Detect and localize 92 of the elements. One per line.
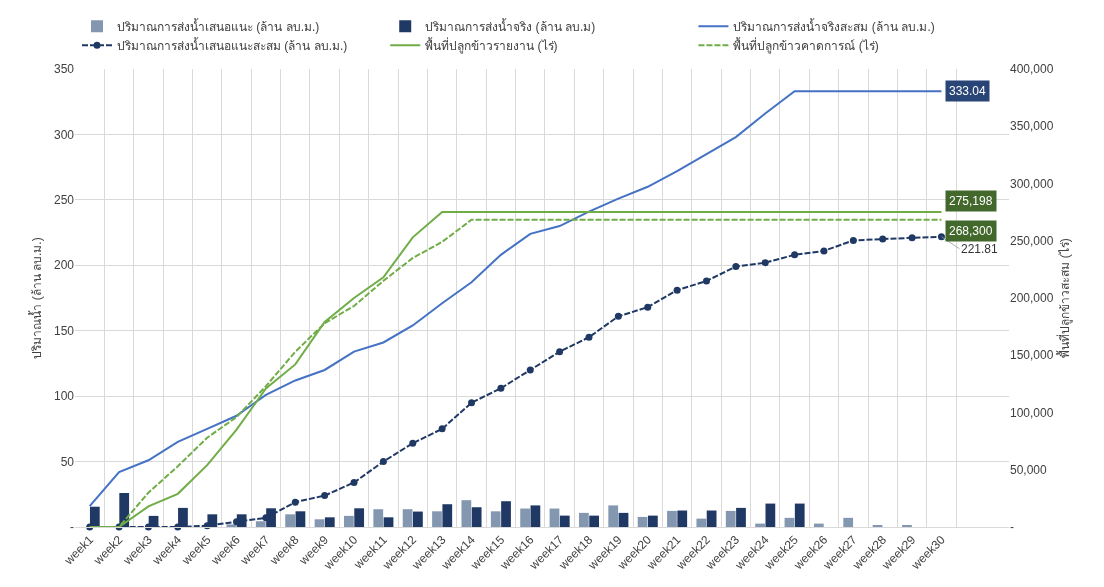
point [556, 348, 564, 356]
bar [255, 521, 266, 527]
point [291, 498, 299, 506]
point [908, 234, 916, 242]
point [849, 236, 857, 244]
point [879, 235, 887, 243]
y2-tick-label: 400,000 [1010, 62, 1054, 77]
data-label: 221.81 [961, 242, 999, 256]
bar [520, 508, 530, 527]
bar [344, 515, 354, 527]
bar [608, 505, 619, 527]
bar [794, 503, 805, 527]
legend-label: พื้นที่ปลูกข้าวคาดการณ์ (ไร่) [733, 37, 879, 55]
point [673, 286, 681, 294]
point [791, 251, 799, 259]
y2-axis-title: พื้นที่ปลูกข้าวสะสม (ไร่) [1055, 238, 1073, 358]
y-tick-label: 350 [53, 62, 75, 77]
legend-label: ปริมาณการส่งน้ำเสนอแนะ (ล้าน ลบ.ม.) [117, 18, 320, 35]
bar [549, 508, 560, 527]
point [644, 303, 652, 311]
y2-tick-label: 350,000 [1010, 119, 1054, 134]
bar [559, 515, 570, 527]
y2-tick-label: 200,000 [1010, 291, 1054, 306]
bar [295, 511, 306, 527]
bar [402, 509, 413, 527]
bar [413, 511, 423, 527]
point [409, 439, 417, 447]
y2-tick-label: 150,000 [1010, 348, 1054, 363]
point [614, 312, 622, 320]
bar [765, 503, 776, 527]
legend-label: ปริมาณการส่งน้ำจริงสะสม (ล้าน ลบ.ม.) [733, 18, 935, 35]
bar [383, 517, 394, 527]
bar [647, 515, 658, 527]
bar [784, 517, 795, 527]
bar [696, 518, 707, 527]
data-label: 268,300 [949, 224, 993, 238]
point [379, 458, 387, 466]
legend-label: พื้นที่ปลูกข้าวรายงาน (ไร่) [425, 37, 558, 55]
bar [637, 516, 648, 527]
data-label: 333.04 [949, 84, 987, 98]
bar [354, 508, 365, 527]
point [497, 384, 505, 392]
legend-label: ปริมาณการส่งน้ำจริง (ล้าน ลบ.ม) [425, 18, 596, 35]
bar [618, 512, 629, 527]
bar [226, 524, 237, 527]
point [438, 425, 446, 433]
point [702, 277, 710, 285]
bar [677, 510, 688, 527]
bar [843, 517, 854, 527]
bar [324, 517, 335, 527]
y2-tick-label: 50,000 [1010, 462, 1048, 477]
point [321, 492, 329, 500]
bar [501, 501, 511, 527]
bar [755, 523, 765, 527]
y-tick-label: 150 [53, 323, 75, 338]
bar [706, 510, 717, 527]
bar [725, 510, 736, 527]
y2-tick-label: 250,000 [1010, 233, 1054, 248]
bar [442, 504, 453, 527]
bar [314, 519, 325, 527]
bar [813, 523, 824, 527]
y-tick-label: 200 [53, 258, 75, 273]
y-tick-label: 300 [53, 127, 75, 142]
point [350, 479, 358, 487]
point [820, 247, 828, 255]
bar [736, 507, 746, 527]
point [468, 399, 476, 407]
bar [578, 512, 589, 527]
bar [589, 515, 600, 527]
bar [373, 509, 384, 527]
bar [490, 511, 501, 527]
bar [461, 500, 472, 527]
legend-label: ปริมาณการส่งน้ำเสนอแนะสะสม (ล้าน ลบ.ม.) [117, 37, 348, 54]
bar [432, 511, 442, 527]
bar [667, 510, 677, 527]
y-tick-label: 250 [53, 193, 75, 208]
point [526, 366, 534, 374]
bar [285, 514, 296, 527]
line-series [88, 90, 943, 508]
point [732, 263, 740, 271]
y-axis-title: ปริมาณน้ำ (ล้าน ลบ.ม.) [28, 237, 44, 359]
data-label: 275,198 [949, 194, 993, 208]
y-tick-label: 100 [53, 389, 75, 404]
y2-tick-label: 300,000 [1010, 176, 1054, 191]
y-tick-label: - [70, 520, 74, 535]
y2-tick-label: - [1010, 520, 1014, 535]
y2-tick-label: 100,000 [1010, 405, 1054, 420]
y-tick-label: 50 [60, 454, 75, 469]
bar [530, 505, 541, 527]
point [585, 333, 593, 341]
point [761, 259, 769, 267]
bar [471, 507, 482, 527]
